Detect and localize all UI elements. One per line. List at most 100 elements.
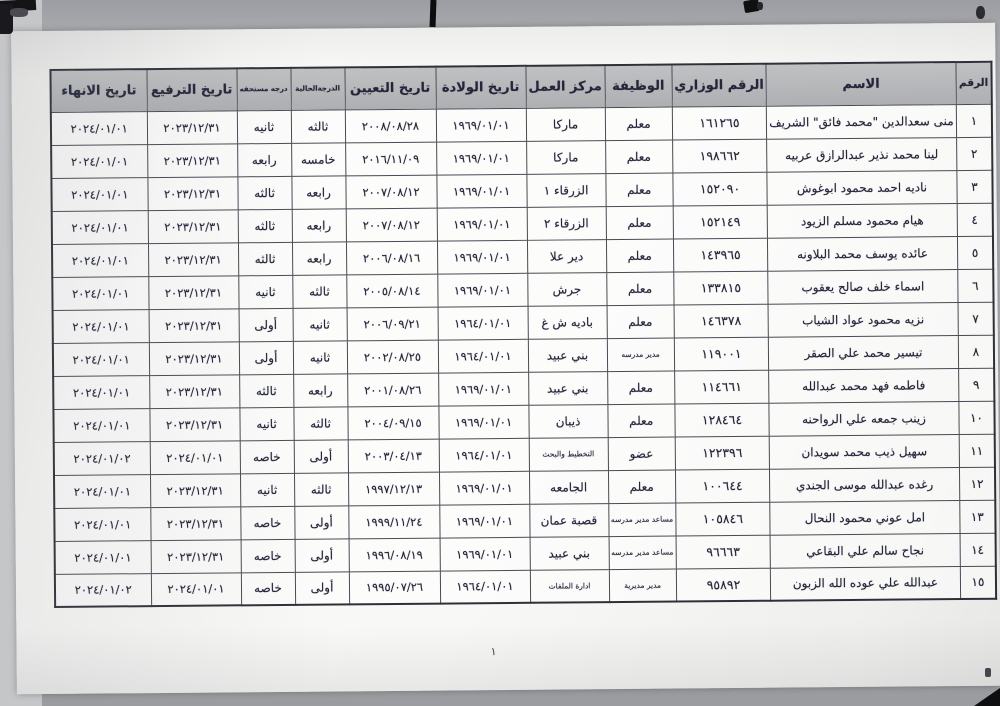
table-cell: ثالثه — [293, 472, 349, 506]
table-cell: الزرقاء ١ — [526, 173, 606, 207]
table-cell: ٢٠٢٤/٠١/٠١ — [52, 276, 149, 310]
table-cell: دير علا — [526, 239, 607, 273]
table-cell: عائده يوسف محمد البلاونه — [767, 236, 958, 271]
table-cell: ٢٠٠٤/٠٩/١٥ — [347, 405, 439, 440]
table-cell: معلم — [606, 271, 674, 306]
table-cell: ٤ — [956, 202, 994, 237]
table-cell: أولى — [238, 307, 293, 342]
table-cell: سهيل ذيب محمد سويدان — [769, 434, 960, 469]
table-cell: ١٩٦٤/٠١/٠١ — [439, 569, 531, 604]
column-header-work-center: مركز العمل — [525, 65, 605, 108]
table-cell: ذيبان — [528, 404, 608, 438]
table-cell: ٢٠٠٦/٠٩/٢١ — [346, 306, 438, 341]
table-cell: أولى — [294, 505, 349, 539]
table-cell: ٢٠٢٣/١٢/٣١ — [150, 539, 241, 574]
table-cell: ٩٥٨٩٢ — [676, 567, 771, 602]
table-cell: بني عبيد — [528, 371, 608, 405]
table-cell: ٢٠٠٨/٠٨/٢٨ — [344, 108, 437, 143]
table-cell: ثانيه — [292, 307, 347, 341]
table-cell: ٢٠٠٧/٠٨/١٢ — [345, 207, 437, 242]
column-header-promotion-date: تاريخ الترفيع — [146, 68, 237, 112]
table-cell: امل عوني محمود النحال — [769, 500, 960, 535]
table-cell: ماركا — [526, 140, 606, 174]
table-cell: ١٥٢١٤٩ — [672, 204, 768, 239]
table-cell: أولى — [293, 439, 348, 473]
table-cell: ١٢٢٣٩٦ — [674, 435, 770, 470]
table-cell: ٢٠٢٣/١٢/٣١ — [148, 341, 240, 376]
table-cell: ٢٠٢٣/١٢/٣١ — [147, 242, 239, 277]
column-header-ministry-number: الرقم الوزاري — [671, 63, 767, 107]
table-cell: رابعه — [293, 373, 348, 407]
scan-artifact-ink-blot — [0, 4, 13, 34]
table-cell: خاصه — [240, 505, 295, 540]
table-cell: خامسه — [291, 142, 346, 176]
table-cell: معلم — [605, 205, 674, 240]
table-cell: ثانيه — [292, 340, 348, 374]
table-cell: ادارة الملفات — [529, 569, 610, 603]
table-cell: ٢٠٢٤/٠١/٠١ — [54, 507, 151, 541]
table-cell: مدير مديرية — [608, 568, 677, 603]
table-cell: ١٩٩٧/١٢/١٣ — [347, 471, 440, 506]
table-cell: ثالثه — [239, 373, 294, 408]
table-cell: معلم — [605, 238, 674, 273]
table-cell: خاصه — [240, 538, 295, 573]
table-cell: ١٩٦٩/٠١/٠١ — [436, 239, 528, 274]
table-cell: باديه ش غ — [527, 305, 607, 339]
table-cell: أولى — [238, 340, 294, 375]
table-cell: ١٤٦٣٧٨ — [673, 303, 769, 338]
table-cell: ١٣٣٨١٥ — [673, 270, 769, 305]
table-cell: ٩ — [958, 367, 995, 402]
column-header-appointment-date: تاريخ التعيين — [344, 66, 436, 110]
table-cell: ٢٠٢٤/٠١/٠١ — [51, 177, 148, 211]
table-cell: لينا محمد نذير عبدالرازق عربيه — [766, 137, 957, 172]
table-cell: ٢٠٢٣/١٢/٣١ — [150, 506, 241, 541]
table-cell: معلم — [605, 172, 673, 207]
table-cell: ٧ — [957, 301, 995, 336]
table-cell: ثانيه — [236, 109, 292, 144]
table-cell: ١٩٦٩/٠١/٠١ — [438, 404, 529, 439]
table-cell: نجاح سالم علي البقاعي — [770, 533, 961, 568]
scan-artifact-mark — [985, 668, 991, 677]
table-cell: ٢٠٢٣/١٢/٣١ — [148, 275, 239, 310]
table-cell: ٣ — [956, 169, 993, 204]
table-cell: ٢٠٠٦/٠٨/١٦ — [345, 240, 438, 275]
table-cell: ١ — [955, 103, 993, 138]
column-header-current-grade: الدرجةالحالية — [290, 67, 345, 110]
table-cell: ١٩٦٩/٠١/٠١ — [439, 503, 530, 538]
table-cell: نزيه محمود عواد الشياب — [768, 302, 959, 337]
table-cell: معلم — [604, 106, 673, 141]
table-cell: ثالثه — [237, 208, 292, 243]
table-cell: ٢٠٠٢/٠٨/٢٥ — [346, 339, 439, 374]
table-cell: ٦ — [957, 268, 994, 303]
table-cell: ٢٠٢٣/١٢/٣١ — [149, 473, 241, 508]
table-cell: ٢٠٢٤/٠١/٠١ — [51, 144, 148, 178]
table-cell: معلم — [607, 469, 676, 504]
table-cell: ٢٠٢٣/١٢/٣١ — [147, 176, 238, 211]
table-cell: ٨ — [958, 334, 995, 369]
column-header-job-title: الوظيفة — [604, 64, 673, 108]
table-cell: رابعه — [291, 208, 346, 242]
table-cell: ١٩٦٩/٠١/٠١ — [436, 173, 527, 208]
table-cell: ثالثه — [290, 109, 346, 143]
table-cell: ثالثه — [237, 241, 293, 276]
scan-artifact-mark — [757, 2, 763, 10]
table-cell: ٢٠٢٤/٠١/٠١ — [150, 572, 242, 607]
table-cell: اسماء خلف صالح يعقوب — [767, 269, 958, 304]
table-cell: ٢٠٢٤/٠١/٠١ — [50, 111, 148, 145]
table-cell: ٢٠٢٤/٠١/٠١ — [53, 375, 150, 409]
table-cell: ٢٠٢٣/١٢/٣١ — [148, 308, 239, 343]
scan-artifact-ink-blot — [10, 8, 28, 17]
table-cell: خاصه — [240, 571, 296, 606]
table-cell: رابعه — [237, 142, 292, 177]
table-cell: ٢٠٢٤/٠١/٠١ — [52, 309, 149, 343]
table-row: ١٥ عبدالله علي عوده الله الزبون ٩٥٨٩٢ مدير … — [54, 565, 997, 607]
table-cell: ١٥ — [960, 565, 997, 600]
table-cell: ١٩٦٩/٠١/٠١ — [436, 206, 527, 241]
table-cell: ٢٠٢٤/٠١/٠٢ — [54, 573, 152, 607]
table-cell: ٢٠٢٤/٠١/٠١ — [149, 440, 240, 475]
table-cell: ١٢٨٤٦٤ — [674, 402, 770, 437]
table-cell: ثالثه — [237, 175, 292, 210]
table-cell: أولى — [294, 571, 350, 605]
table-cell: ١٩٩٩/١١/٢٤ — [348, 504, 440, 539]
table-cell: ١٩٩٦/٠٨/١٩ — [348, 537, 440, 572]
